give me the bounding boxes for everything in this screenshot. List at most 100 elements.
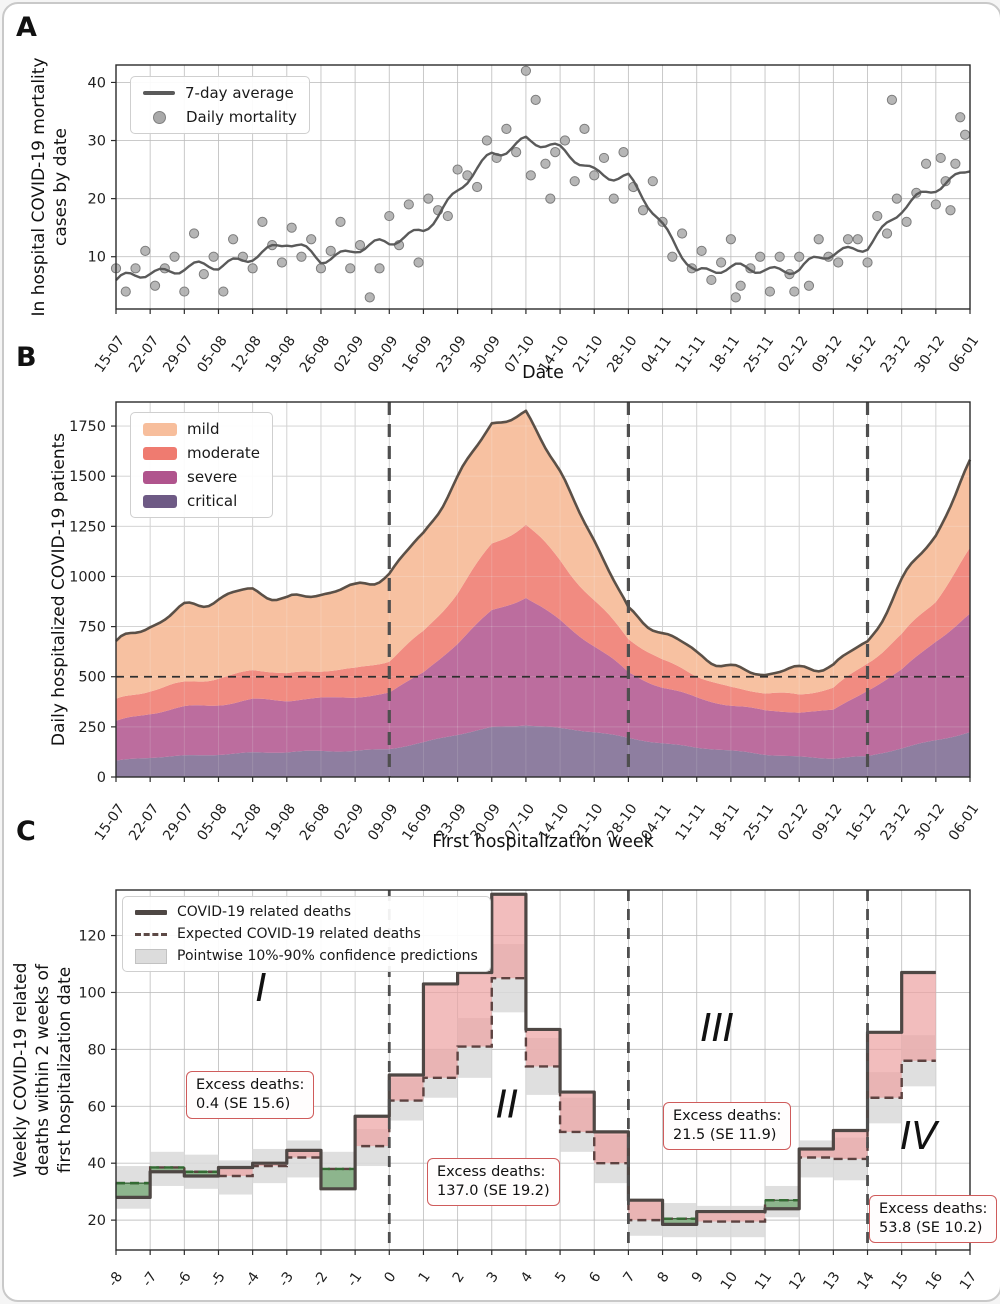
daily-mortality-point — [589, 170, 600, 181]
y-tick-label: 750 — [78, 620, 106, 636]
daily-mortality-point — [296, 251, 307, 262]
x-tick-label: 19-08 — [263, 333, 299, 376]
y-axis-label: Daily hospitalized COVID-19 patients — [49, 433, 69, 746]
y-axis-label: Weekly COVID-19 related — [11, 963, 31, 1178]
x-tick-label: 12 — [786, 1269, 809, 1293]
daily-mortality-point — [481, 135, 492, 146]
daily-mortality-point — [130, 263, 141, 274]
daily-mortality-point — [354, 239, 366, 251]
x-tick-label: -2 — [310, 1269, 331, 1290]
daily-mortality-point — [335, 216, 346, 227]
x-tick-label: 30-12 — [912, 801, 948, 844]
daily-mortality-point — [764, 286, 776, 297]
annotation-value: 0.4 (SE 15.6) — [196, 1095, 291, 1112]
excess-fill — [867, 1032, 902, 1098]
x-tick-label: -3 — [276, 1269, 297, 1290]
daily-mortality-point — [891, 193, 902, 204]
total-hospitalized-line — [115, 409, 972, 677]
daily-mortality-point — [472, 181, 483, 193]
excess-fill — [560, 1092, 595, 1132]
daily-mortality-point — [247, 263, 258, 274]
daily-mortality-point — [374, 263, 385, 274]
daily-mortality-point — [501, 123, 512, 135]
excess-fill — [286, 1150, 321, 1158]
y-tick-label: 1000 — [69, 569, 106, 585]
x-tick-label: 11-11 — [673, 801, 709, 844]
mild-swatch-icon — [143, 422, 177, 436]
y-tick-label: 500 — [78, 670, 106, 686]
moderate-swatch-icon — [143, 446, 177, 460]
y-tick-label: 250 — [78, 720, 106, 736]
daily-mortality-point — [886, 94, 898, 105]
y-tick-label: 0 — [97, 770, 106, 786]
x-tick-label: 0 — [381, 1269, 399, 1285]
daily-mortality-point — [579, 123, 590, 135]
x-tick-label: 12-08 — [228, 333, 264, 376]
x-tick-label: -6 — [173, 1269, 194, 1290]
confidence-band — [286, 1140, 321, 1178]
x-tick-label: 16-09 — [399, 333, 435, 376]
x-tick-label: 22-07 — [126, 333, 162, 376]
daily-mortality-point — [930, 199, 941, 210]
daily-mortality-point — [403, 199, 414, 210]
x-tick-label: 18-11 — [707, 801, 743, 844]
y-axis-label: deaths within 2 weeks of — [33, 963, 53, 1176]
excess-fill — [730, 1211, 766, 1222]
x-tick-label: 8 — [655, 1269, 673, 1285]
daily-mortality-point — [442, 210, 453, 222]
daily-mortality-point — [667, 251, 678, 262]
legend-entry-observed-deaths: COVID-19 related deaths — [135, 904, 478, 920]
line-swatch-icon — [143, 91, 175, 95]
x-tick-label: -5 — [208, 1269, 229, 1290]
x-tick-label: 23-12 — [878, 333, 914, 376]
x-tick-label: 28-10 — [604, 333, 640, 376]
daily-mortality-point — [569, 176, 580, 187]
daily-mortality-point — [862, 257, 873, 268]
x-axis-label: Date — [522, 363, 564, 383]
x-tick-label: 11 — [752, 1269, 775, 1293]
observed-deaths-step-line — [116, 892, 936, 1226]
excess-deaths-annotation-region-3: Excess deaths: 21.5 (SE 11.9) — [663, 1102, 792, 1150]
daily-mortality-point — [920, 158, 932, 169]
annotation-value: 137.0 (SE 19.2) — [437, 1182, 550, 1199]
daily-mortality-point — [315, 263, 327, 274]
deficit-fill — [115, 1182, 151, 1198]
daily-mortality-point — [735, 280, 746, 291]
plot-border — [115, 401, 971, 778]
x-tick-label: 11-11 — [673, 333, 709, 376]
x-tick-label: 7 — [620, 1269, 638, 1285]
excess-fill — [525, 1029, 561, 1067]
legend-entry-confidence-band: Pointwise 10%-90% confidence predictions — [135, 948, 478, 964]
y-tick-label: 20 — [88, 1213, 106, 1229]
x-tick-label: 5 — [552, 1269, 570, 1285]
excess-fill — [355, 1116, 390, 1147]
legend-label: 7-day average — [185, 84, 294, 102]
x-tick-label: 06-01 — [946, 801, 982, 844]
y-axis-label: cases by date — [51, 128, 71, 246]
y-tick-label: 120 — [78, 929, 106, 945]
daily-mortality-point — [540, 158, 551, 169]
legend-entry-severe: severe — [143, 468, 260, 486]
daily-mortality-point — [794, 251, 805, 262]
panel-b-letter: B — [16, 342, 37, 373]
x-tick-label: 09-12 — [809, 801, 845, 844]
annotation-title: Excess deaths: — [879, 1201, 988, 1217]
y-tick-label: 10 — [88, 250, 106, 266]
x-tick-label: 17 — [957, 1269, 980, 1293]
y-tick-label: 30 — [88, 134, 106, 150]
y-tick-label: 100 — [78, 985, 106, 1001]
x-tick-label: 04-11 — [638, 333, 674, 376]
daily-mortality-point — [618, 147, 629, 158]
legend-entry-mild: mild — [143, 420, 260, 438]
x-tick-label: -7 — [139, 1269, 160, 1290]
legend-label: Pointwise 10%-90% confidence predictions — [177, 948, 478, 964]
x-tick-label: 21-10 — [570, 333, 606, 376]
daily-mortality-point — [676, 228, 688, 239]
daily-mortality-point — [637, 205, 649, 216]
daily-mortality-point — [774, 251, 785, 262]
panel-b-legend: mild moderate severe critical — [130, 412, 274, 518]
x-tick-label: 26-08 — [297, 333, 333, 376]
annotation-title: Excess deaths: — [196, 1077, 305, 1093]
daily-mortality-point — [696, 245, 707, 257]
daily-mortality-point — [833, 257, 844, 268]
